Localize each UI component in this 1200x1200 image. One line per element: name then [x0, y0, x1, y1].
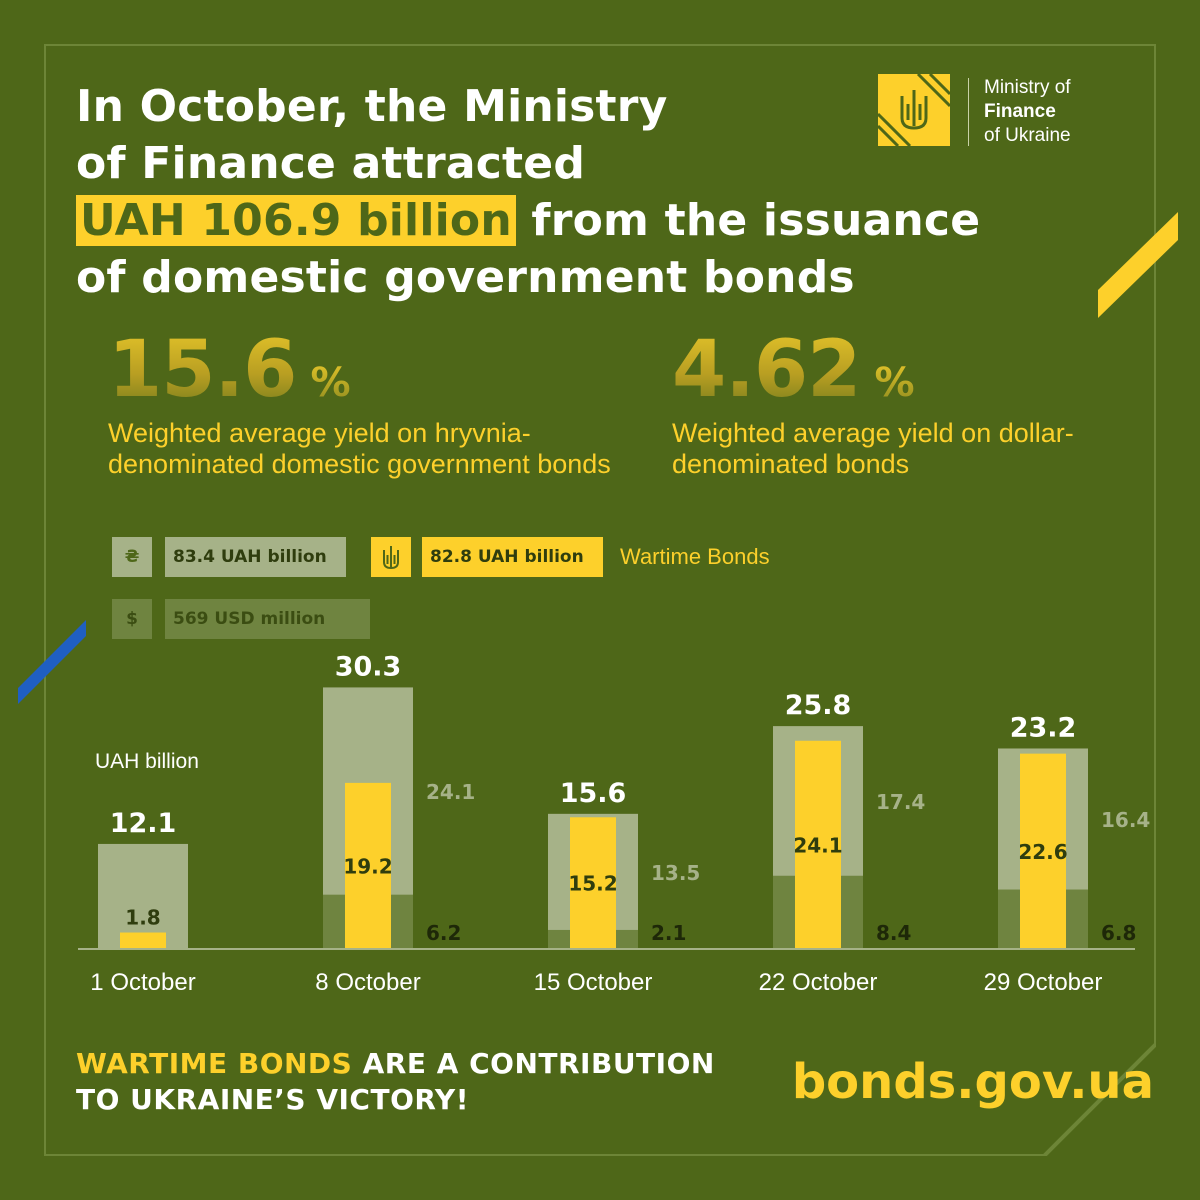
uah-value-label: 17.4 [876, 790, 925, 814]
wartime-legend-label: 82.8 UAH billion [422, 537, 603, 577]
category-label: 1 October [90, 969, 195, 996]
usd-legend-label: 569 USD million [165, 599, 370, 639]
footer-line-2: TO UKRAINE’S VICTORY! [76, 1083, 469, 1116]
total-label: 30.3 [335, 651, 402, 682]
headline-amount-highlight: UAH 106.9 billion [76, 195, 516, 246]
dollar-icon: $ [112, 599, 152, 639]
logo-divider [968, 78, 969, 146]
trident-icon [876, 72, 952, 148]
wartime-bar [345, 782, 391, 948]
wartime-bar [570, 817, 616, 948]
wartime-bonds-label: Wartime Bonds [620, 544, 770, 569]
wartime-value-label: 15.2 [568, 872, 617, 896]
footer-line-1: WARTIME BONDS ARE A CONTRIBUTION [76, 1046, 715, 1082]
total-label: 15.6 [560, 778, 627, 809]
headline: In October, the Ministry of Finance attr… [76, 78, 1076, 306]
wartime-bar [120, 932, 166, 948]
headline-line-4: of domestic government bonds [76, 252, 855, 303]
website-link[interactable]: bonds.gov.ua [791, 1054, 1154, 1110]
usd-value-label: 8.4 [876, 921, 911, 945]
usd-yield-description: Weighted average yield on dollar-denomin… [672, 418, 1074, 479]
uah-yield-unit: % [310, 360, 351, 406]
total-label: 12.1 [110, 808, 177, 839]
usd-value-label: 6.2 [426, 921, 461, 945]
headline-line-3-rest: from the issuance [515, 195, 981, 246]
uah-value-label: 24.1 [426, 780, 475, 804]
uah-legend-label: 83.4 UAH billion [165, 537, 346, 577]
category-label: 22 October [759, 969, 878, 996]
usd-yield-unit: % [874, 360, 915, 406]
usd-value-label: 2.1 [651, 921, 686, 945]
wartime-value-label: 1.8 [125, 906, 160, 930]
chart-unit-label: UAH billion [95, 750, 199, 773]
category-label: 8 October [315, 969, 420, 996]
footer-line-1-rest: ARE A CONTRIBUTION [352, 1047, 715, 1080]
logo-text: Ministry of Finance of Ukraine [984, 76, 1114, 148]
wartime-value-label: 24.1 [793, 833, 842, 857]
bond-chart: 12.1 1.8 1 October 30.3 19.2 24.1 6.28 October… [78, 651, 1150, 996]
wartime-bar [1020, 753, 1066, 948]
wartime-bar [795, 740, 841, 948]
uah-bar [98, 843, 188, 948]
usd-yield-stat: 4.62% Weighted average yield on dollar-d… [672, 330, 1112, 480]
usd-value-label: 6.8 [1101, 921, 1136, 945]
logo-line-3: of Ukraine [984, 125, 1071, 146]
category-label: 15 October [534, 969, 653, 996]
logo-line-2: Finance [984, 101, 1056, 122]
wartime-value-label: 22.6 [1018, 840, 1067, 864]
footer-slogan: WARTIME BONDS ARE A CONTRIBUTION TO UKRA… [76, 1046, 715, 1118]
total-label: 23.2 [1010, 712, 1077, 743]
logo-line-1: Ministry of [984, 77, 1071, 98]
usd-yield-value: 4.62 [672, 325, 861, 415]
headline-line-2: of Finance attracted [76, 138, 586, 189]
uah-yield-description: Weighted average yield on hryvnia-denomi… [108, 418, 611, 479]
footer-highlight: WARTIME BONDS [76, 1047, 353, 1080]
category-label: 29 October [984, 969, 1103, 996]
headline-line-1: In October, the Ministry [76, 81, 668, 132]
uah-yield-value: 15.6 [108, 325, 297, 415]
headline-line-3: UAH 106.9 billion from the issuance [76, 192, 1076, 249]
ministry-logo: Ministry of Finance of Ukraine [876, 72, 1108, 148]
wartime-value-label: 19.2 [343, 854, 392, 878]
total-label: 25.8 [785, 690, 852, 721]
uah-value-label: 16.4 [1101, 808, 1150, 832]
uah-value-label: 13.5 [651, 861, 700, 885]
uah-yield-stat: 15.6% Weighted average yield on hryvnia-… [108, 330, 628, 480]
hryvnia-icon: ₴ [112, 537, 152, 577]
trident-icon [371, 537, 411, 577]
